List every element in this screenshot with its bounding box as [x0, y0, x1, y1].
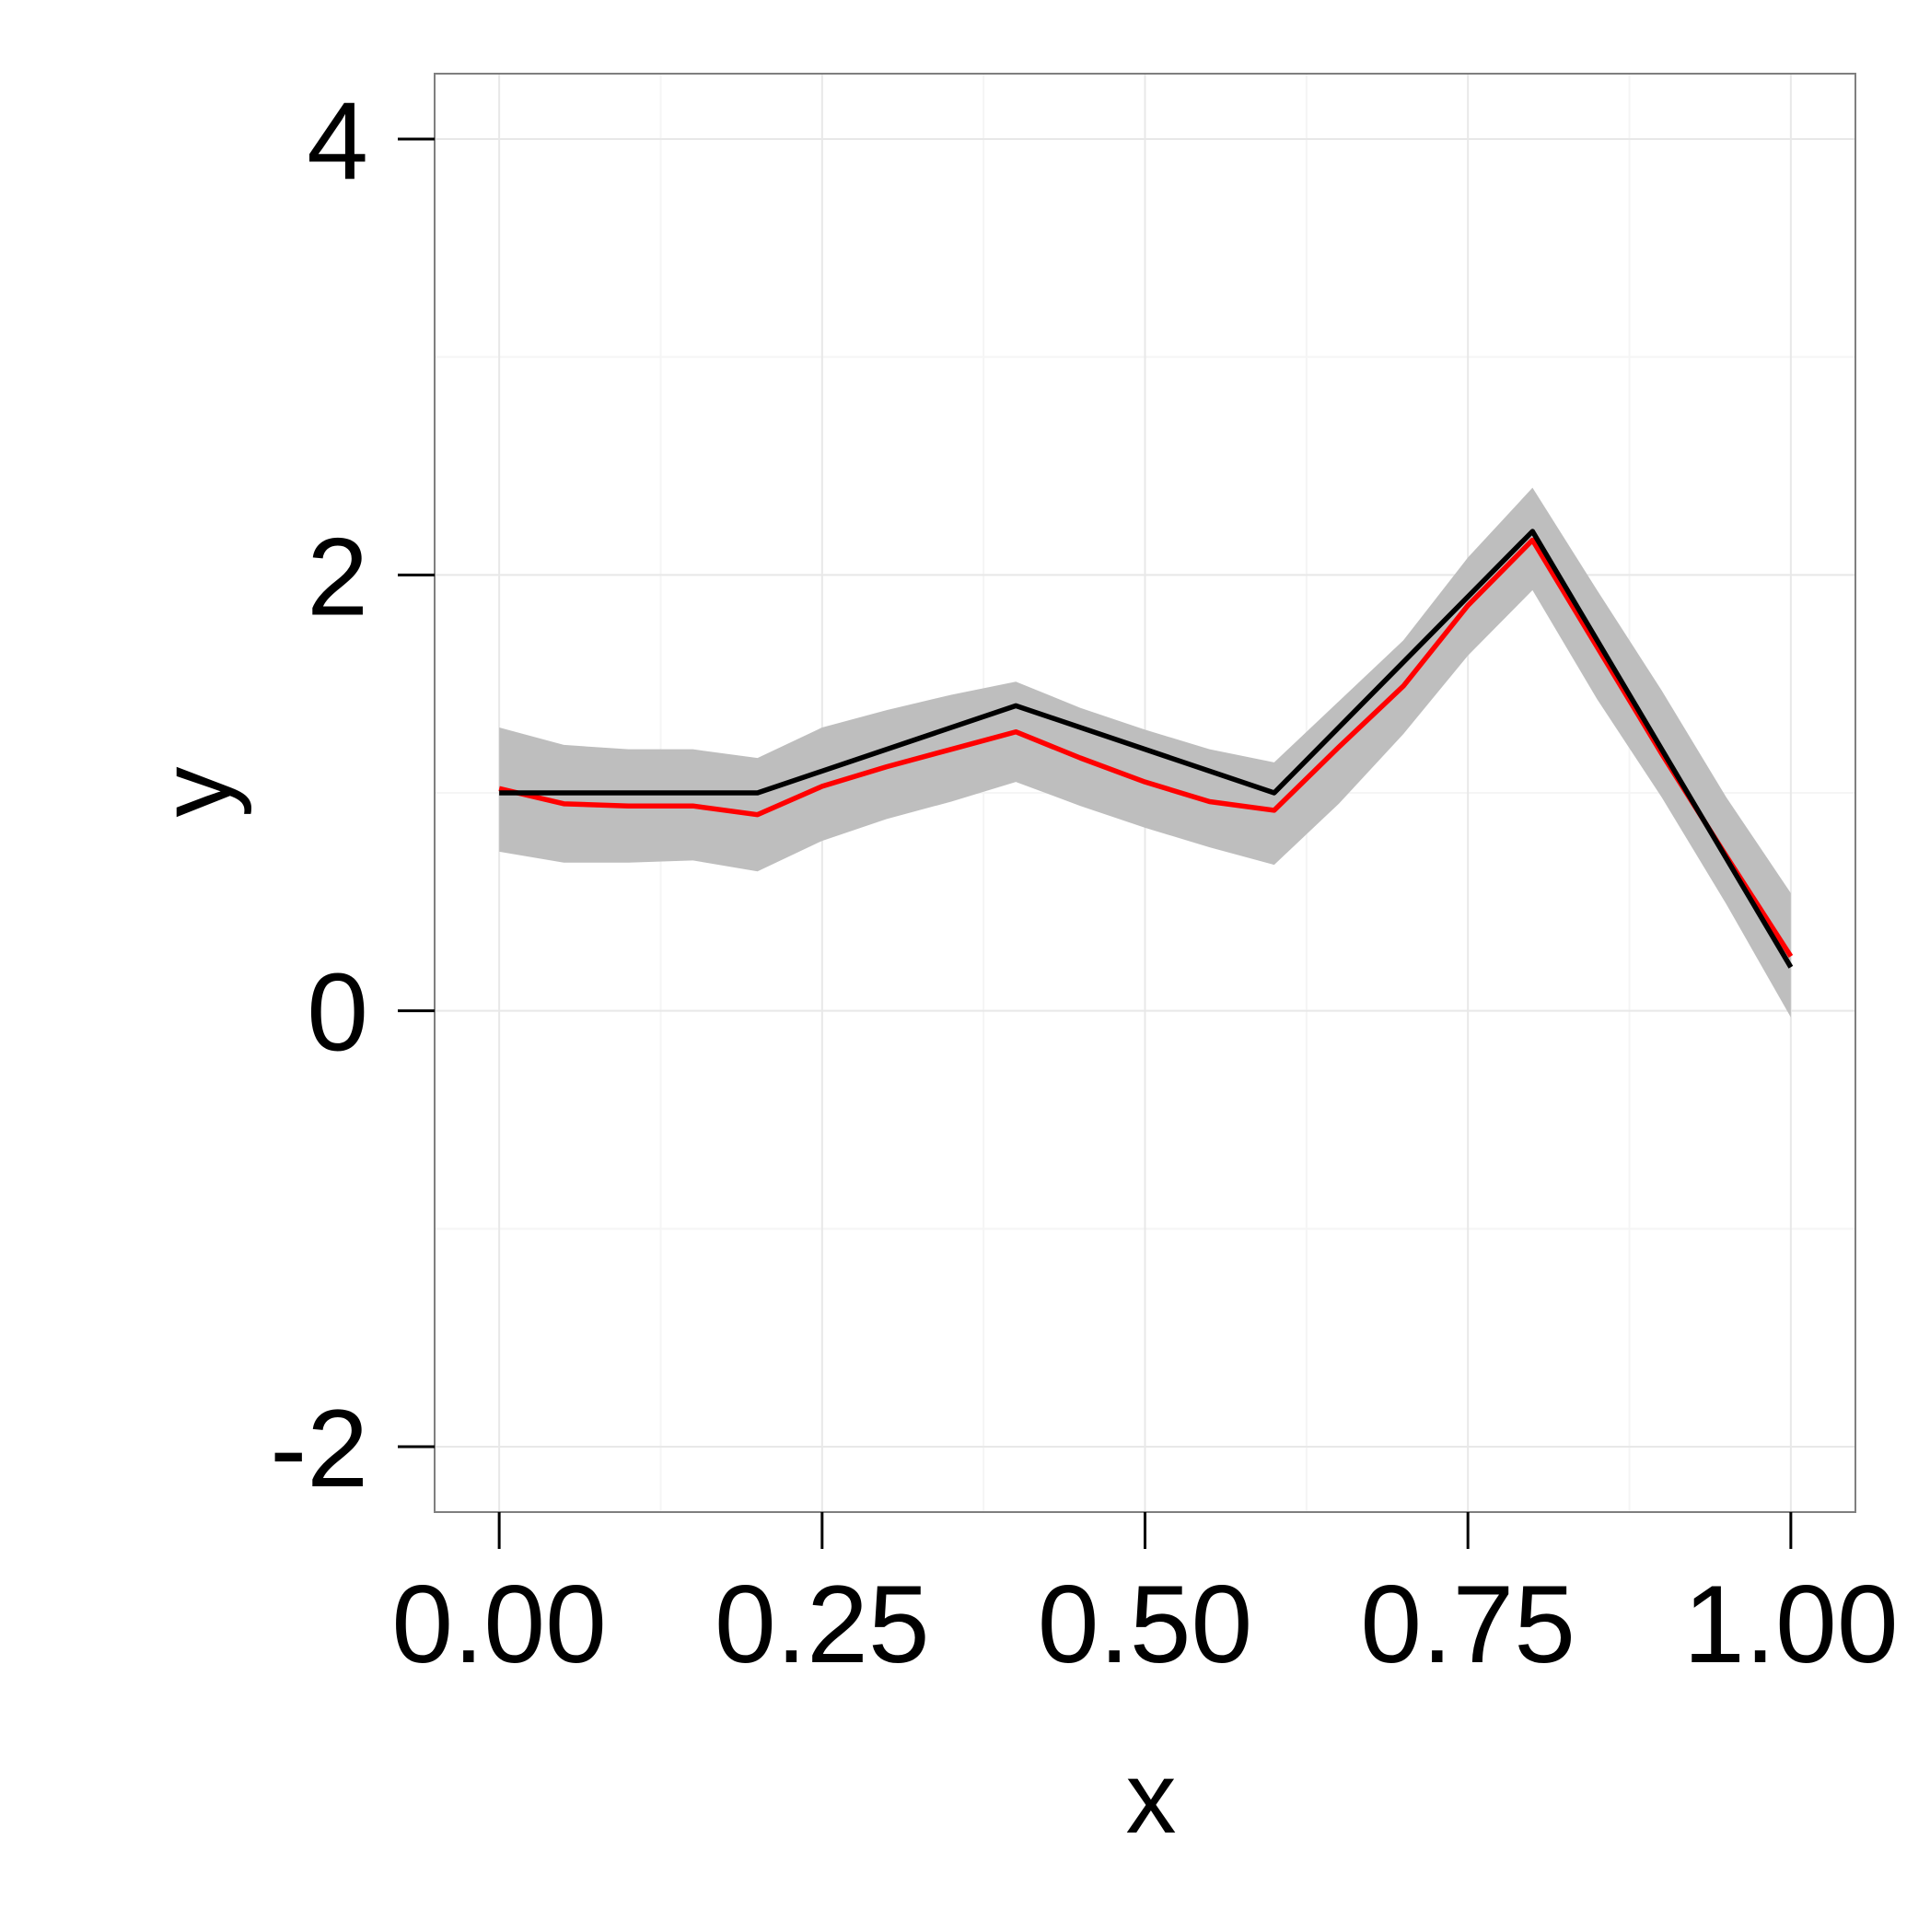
confidence-band-layer [499, 487, 1791, 1018]
confidence-band [499, 487, 1791, 1018]
x-axis-title: x [1126, 1741, 1177, 1855]
axes: 0.00 0.25 0.50 0.75 1.00 -2 0 2 4 [270, 79, 1898, 1686]
y-tick-label: 0 [307, 951, 368, 1075]
series-lines [498, 529, 1794, 969]
x-tick-label: 1.00 [1683, 1563, 1899, 1686]
y-axis-title: y [139, 767, 252, 818]
series-line-red [498, 537, 1794, 958]
x-tick-label: 0.75 [1360, 1563, 1575, 1686]
x-tick-label: 0.00 [391, 1563, 607, 1686]
y-tick-label: 4 [307, 79, 368, 203]
x-tick-label: 0.50 [1038, 1563, 1253, 1686]
series-line-black [499, 529, 1794, 969]
y-tick-label: -2 [270, 1387, 368, 1510]
x-tick-label: 0.25 [715, 1563, 930, 1686]
y-tick-label: 2 [307, 515, 368, 638]
